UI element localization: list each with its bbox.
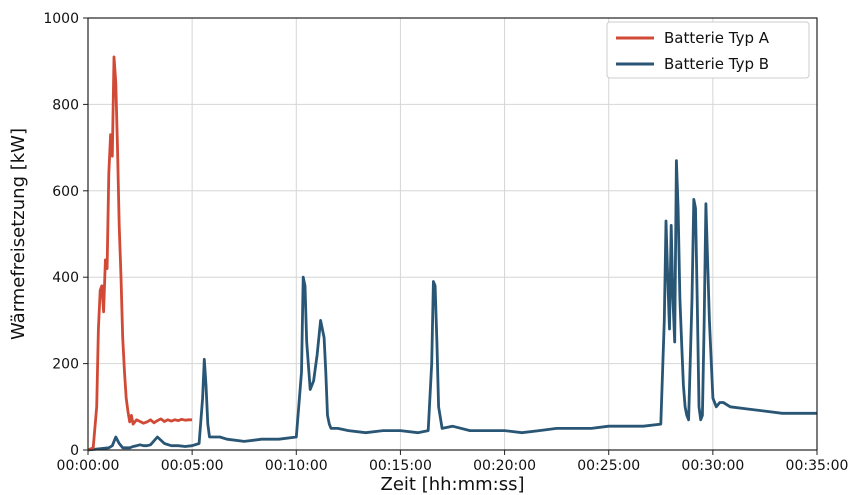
series-line-batterie-typ-a [87, 55, 193, 452]
x-tick-label: 00:00:00 [57, 458, 120, 474]
x-tick-label: 00:10:00 [265, 458, 328, 474]
y-axis-ticks: 0 200 400 600 800 1000 [43, 11, 88, 459]
y-tick-label: 800 [52, 97, 79, 113]
legend: Batterie Typ A Batterie Typ B [606, 21, 810, 79]
x-tick-label: 00:35:00 [786, 458, 849, 474]
y-axis-title: Wärmefreisetzung [kW] [8, 128, 29, 340]
x-tick-label: 00:30:00 [681, 458, 744, 474]
y-tick-label: 200 [52, 357, 79, 373]
x-tick-label: 00:15:00 [369, 458, 432, 474]
plot-frame [87, 17, 818, 451]
legend-box [606, 21, 810, 79]
x-tick-label: 00:25:00 [577, 458, 640, 474]
legend-label-batterie-typ-a: Batterie Typ A [664, 29, 770, 47]
y-tick-label: 1000 [43, 11, 79, 27]
y-tick-label: 600 [52, 184, 79, 200]
x-axis-ticks: 00:00:00 00:05:00 00:10:00 00:15:00 00:20:00… [57, 450, 849, 474]
x-tick-label: 00:05:00 [161, 458, 224, 474]
legend-label-batterie-typ-b: Batterie Typ B [664, 55, 769, 73]
series-layer [87, 55, 817, 452]
y-tick-label: 0 [70, 443, 79, 459]
x-axis-title: Zeit [hh:mm:ss] [381, 474, 525, 495]
x-tick-label: 00:20:00 [473, 458, 536, 474]
series-line-batterie-typ-b [87, 159, 817, 452]
y-tick-label: 400 [52, 270, 79, 286]
